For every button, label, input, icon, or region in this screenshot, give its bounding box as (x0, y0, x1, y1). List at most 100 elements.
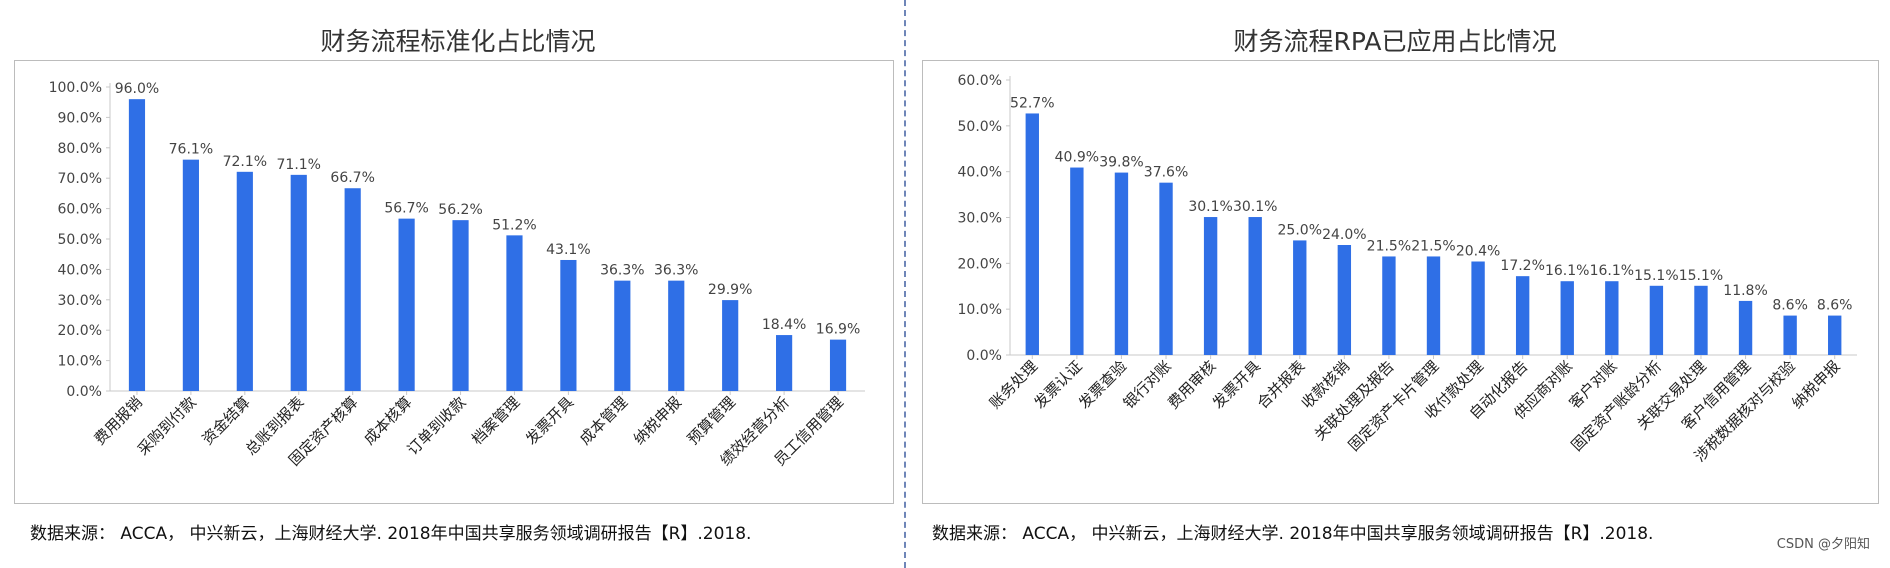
bar (560, 259, 577, 391)
bar (1203, 217, 1218, 355)
category-label: 档案管理 (468, 393, 523, 448)
category-label: 发票开具 (522, 393, 577, 448)
y-tick-label: 0.0% (66, 384, 102, 400)
data-label: 56.7% (384, 201, 428, 217)
data-label: 66.7% (330, 170, 374, 186)
data-label: 11.8% (1723, 283, 1767, 299)
y-tick-label: 50.0% (958, 119, 1002, 135)
data-label: 29.9% (708, 282, 752, 298)
category-label: 发票认证 (1031, 357, 1086, 412)
data-label: 21.5% (1367, 238, 1411, 254)
y-tick-label: 100.0% (49, 80, 102, 96)
data-label: 17.2% (1500, 258, 1544, 274)
y-tick-label: 10.0% (58, 354, 102, 370)
bar (1293, 240, 1307, 355)
bar (290, 174, 307, 391)
category-label: 合并报表 (1253, 357, 1308, 412)
data-label: 36.3% (600, 263, 644, 279)
category-label: 关联处理及报告 (1311, 357, 1398, 444)
bar (776, 335, 793, 391)
data-label: 16.9% (816, 322, 860, 338)
category-label: 账务处理 (986, 357, 1041, 412)
y-tick-label: 40.0% (958, 165, 1002, 181)
y-tick-label: 20.0% (958, 256, 1002, 272)
bar (1382, 256, 1396, 355)
data-label: 30.1% (1233, 199, 1277, 215)
data-label: 15.1% (1634, 268, 1678, 284)
bar (1337, 245, 1352, 355)
bar (1560, 281, 1574, 355)
bar (398, 218, 415, 391)
right-bar-chart: 0.0% 10.0% 20.0% 30.0% 40.0% 50.0% 60.0% 52.7% 账… (958, 73, 1857, 465)
data-label: 56.2% (438, 202, 482, 218)
left-bar-chart: 0.0% 10.0% 20.0% 30.0% 40.0% 50.0% 60.0% 70.0% 8… (49, 80, 865, 469)
bar (722, 300, 739, 391)
category-label: 成本管理 (576, 393, 631, 448)
y-tick-label: 30.0% (958, 211, 1002, 227)
bar (1828, 315, 1842, 355)
y-tick-label: 30.0% (58, 293, 102, 309)
data-label: 21.5% (1411, 238, 1455, 254)
data-label: 24.0% (1322, 227, 1366, 243)
bar (1649, 285, 1664, 355)
data-label: 16.1% (1590, 263, 1634, 279)
bar (1159, 182, 1173, 355)
data-label: 40.9% (1055, 150, 1099, 166)
category-label: 发票查验 (1075, 357, 1130, 412)
left-chart-panel: 财务流程标准化占比情况 0.0% 10.0% 20.0% 30.0% 40.0% 50.0… (0, 0, 900, 568)
y-tick-label: 70.0% (58, 171, 102, 187)
data-label: 37.6% (1144, 165, 1188, 181)
data-label: 76.1% (169, 142, 213, 158)
bar (1426, 256, 1441, 355)
category-label: 费用报销 (91, 393, 146, 448)
bar (1248, 217, 1262, 355)
data-label: 96.0% (115, 81, 159, 97)
data-label: 30.1% (1188, 199, 1232, 215)
bar (344, 188, 361, 391)
bar (1471, 261, 1485, 355)
data-label: 15.1% (1679, 268, 1723, 284)
bar (1114, 172, 1129, 355)
data-label: 36.3% (654, 263, 698, 279)
bar (1515, 276, 1530, 355)
left-chart-title: 财务流程标准化占比情况 (320, 27, 596, 56)
y-tick-label: 50.0% (58, 232, 102, 248)
data-label: 8.6% (1772, 298, 1808, 314)
bar (182, 159, 199, 391)
y-tick-label: 20.0% (58, 323, 102, 339)
category-label: 发票开具 (1209, 357, 1264, 412)
data-label: 16.1% (1545, 263, 1589, 279)
category-label: 订单到收款 (404, 393, 470, 459)
data-label: 18.4% (762, 317, 806, 333)
bar (1025, 113, 1039, 355)
bar (128, 99, 146, 391)
bar (1070, 167, 1084, 355)
data-label: 39.8% (1099, 155, 1143, 171)
y-tick-label: 60.0% (58, 202, 102, 218)
bar (1605, 281, 1619, 355)
bar (506, 235, 523, 391)
data-label: 43.1% (546, 242, 590, 258)
bar (236, 171, 253, 391)
category-label: 资金结算 (198, 393, 253, 448)
bar (1783, 315, 1797, 355)
right-chart-title: 财务流程RPA已应用占比情况 (1233, 27, 1557, 56)
y-tick-label: 10.0% (958, 302, 1002, 318)
category-label: 纳税申报 (1788, 357, 1843, 412)
bar (829, 339, 847, 391)
data-label: 52.7% (1010, 95, 1054, 111)
left-source-note: 数据来源： ACCA， 中兴新云，上海财经大学. 2018年中国共享服务领域调研… (30, 524, 752, 544)
y-tick-label: 60.0% (958, 73, 1002, 89)
bar (614, 280, 631, 391)
category-label: 预算管理 (684, 393, 739, 448)
data-label: 71.1% (277, 157, 321, 173)
category-label: 成本核算 (360, 393, 415, 448)
y-tick-label: 80.0% (58, 141, 102, 157)
data-label: 72.1% (223, 154, 267, 170)
right-chart-panel: 财务流程RPA已应用占比情况 0.0% 10.0% 20.0% 30.0% 40.0% 5… (910, 0, 1890, 568)
category-label: 银行对账 (1120, 357, 1175, 412)
right-source-note: 数据来源： ACCA， 中兴新云，上海财经大学. 2018年中国共享服务领域调研… (932, 524, 1654, 544)
bar (668, 280, 685, 391)
data-label: 51.2% (492, 217, 536, 233)
bar (1694, 285, 1708, 355)
